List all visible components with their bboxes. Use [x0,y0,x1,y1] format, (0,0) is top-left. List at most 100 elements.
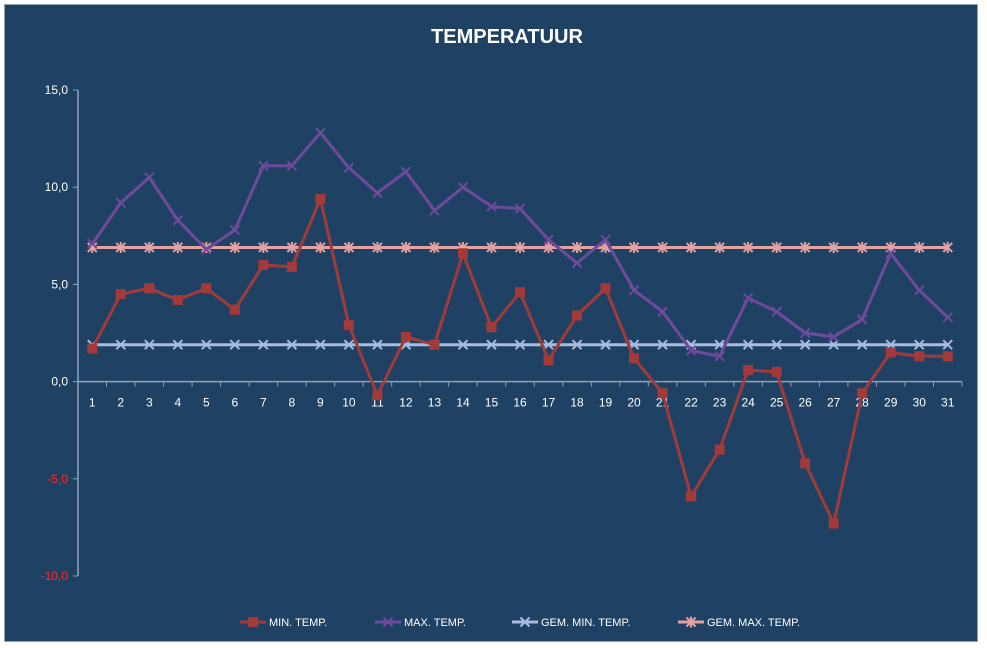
data-point [686,491,697,502]
data-point [514,203,526,214]
x-tick-label: 18 [570,396,584,410]
series-layer [87,127,953,529]
data-point [144,339,155,350]
data-point [486,339,497,350]
data-point [742,241,754,253]
x-tick-label: 10 [342,396,356,410]
legend-item: MAX. TEMP. [375,616,466,629]
data-point [372,187,383,199]
data-point [286,339,298,350]
data-point [515,287,525,298]
x-tick-label: 16 [513,396,527,410]
data-point [714,351,725,362]
data-point [571,257,583,269]
data-point [400,166,412,177]
data-point [714,241,725,253]
data-point [799,327,811,339]
series-max-temp [87,127,953,362]
x-tick-label: 17 [542,396,556,410]
data-point [600,283,611,294]
data-point [315,127,326,138]
data-point [543,234,554,245]
data-point [87,238,98,249]
data-point [771,306,782,317]
legend-marker [519,616,531,628]
x-tick-label: 13 [428,396,442,410]
x-tick-label: 5 [203,396,210,410]
data-point [315,193,326,204]
legend-marker [382,616,394,628]
x-tick-label: 1 [89,396,96,410]
data-point [201,244,212,255]
x-tick-label: 4 [174,396,181,410]
data-point [942,312,953,323]
data-point [229,304,240,315]
data-point [799,339,811,350]
data-point [657,306,668,317]
data-point [172,294,183,305]
data-point [543,355,554,366]
data-point [828,339,839,350]
data-point [201,339,212,350]
data-point [144,172,155,183]
data-point [372,339,383,350]
x-tick-label: 14 [456,396,470,410]
data-point [343,241,355,253]
data-point [657,339,668,350]
data-point [799,241,811,253]
data-point [628,285,640,296]
chart-title: TEMPERATUUR [431,26,583,48]
data-point [229,224,241,236]
data-point [172,215,184,226]
data-point [429,241,440,253]
data-point [286,241,298,253]
legend-label: MIN. TEMP. [269,617,327,629]
y-tick-label: 15,0 [45,83,69,97]
x-tick-label: 25 [770,396,784,410]
y-tick-label: -5,0 [47,472,68,486]
x-tick-label: 22 [684,396,698,410]
legend-label: GEM. MAX. TEMP. [707,617,800,629]
data-point [856,339,868,350]
data-point [571,241,583,253]
data-point [229,339,241,350]
series-gem-min-temp [87,339,953,350]
data-point [543,339,554,350]
data-point [286,261,297,272]
x-tick-label: 26 [798,396,812,410]
y-tick-label: 10,0 [45,180,69,194]
data-point [229,241,241,253]
data-point [771,339,782,350]
y-tick-label: 5,0 [51,277,68,291]
data-point [771,366,782,377]
data-point [914,241,925,253]
data-point [343,339,355,350]
data-point [115,197,126,208]
x-tick-label: 9 [317,396,324,410]
legend: MIN. TEMP. MAX. TEMP. GEM. MIN. TEMP. GEM. … [240,616,800,629]
x-tick-label: 2 [117,396,124,410]
data-point [258,160,269,172]
data-point [885,248,896,259]
data-point [258,241,269,253]
data-point [343,320,354,331]
x-tick-label: 29 [884,396,898,410]
data-point [486,322,497,333]
data-point [714,444,725,455]
data-point [828,331,839,343]
data-point [115,241,126,253]
legend-item: GEM. MAX. TEMP. [678,616,800,629]
data-point [942,241,953,253]
data-point [258,259,269,270]
data-point [571,339,583,350]
data-point [400,241,412,253]
axes: 15,010,05,00,0-5,0-10,01 2 3 4 5 6 7 8 9 10 11 12 13… [41,83,963,583]
data-point [429,339,440,350]
data-point [885,347,896,358]
data-point [115,339,126,350]
data-point [457,248,468,259]
legend-item: MIN. TEMP. [240,617,327,629]
data-point [856,241,868,253]
data-point [600,339,611,350]
